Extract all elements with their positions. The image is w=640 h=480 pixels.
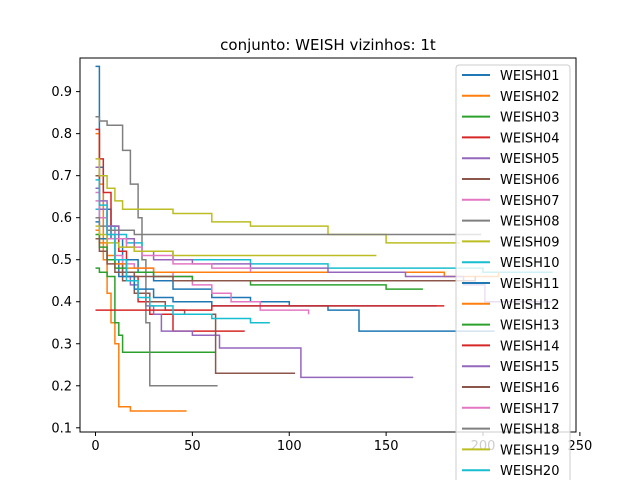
legend-label: WEISH14 xyxy=(500,339,559,354)
series-line-weish20 xyxy=(95,179,270,324)
series-line-weish19 xyxy=(95,225,377,257)
y-tick-label: 0.4 xyxy=(51,295,72,310)
legend-label: WEISH09 xyxy=(500,235,559,250)
legend-label: WEISH18 xyxy=(500,423,559,438)
legend-label: WEISH07 xyxy=(500,194,559,209)
legend-label: WEISH08 xyxy=(500,215,559,230)
y-tick-label: 0.7 xyxy=(51,169,72,184)
legend-label: WEISH03 xyxy=(500,111,559,126)
legend-label: WEISH02 xyxy=(500,90,559,105)
y-tick-label: 0.2 xyxy=(51,379,72,394)
y-tick-label: 0.8 xyxy=(51,127,72,142)
legend: WEISH01 WEISH02 WEISH03 WEISH04 WEISH05 WEISH… xyxy=(455,64,571,480)
legend-box xyxy=(455,64,571,480)
x-tick-label: 150 xyxy=(374,439,399,454)
legend-label: WEISH13 xyxy=(500,319,559,334)
legend-label: WEISH16 xyxy=(500,381,559,396)
legend-label: WEISH20 xyxy=(500,464,559,479)
x-tick-label: 50 xyxy=(184,439,201,454)
chart-title: conjunto: WEISH vizinhos: 1t xyxy=(220,36,436,54)
series-line-weish13 xyxy=(95,233,423,290)
series-line-weish09 xyxy=(95,158,460,244)
y-tick-label: 0.9 xyxy=(51,85,72,100)
axes-frame xyxy=(79,57,577,433)
legend-label: WEISH04 xyxy=(500,131,559,146)
legend-label: WEISH06 xyxy=(500,173,559,188)
x-tick-label: 250 xyxy=(567,439,592,454)
legend-label: WEISH05 xyxy=(500,152,559,167)
y-tick-label: 0.1 xyxy=(51,421,72,436)
y-tick-label: 0.6 xyxy=(51,211,72,226)
y-tick-label: 0.5 xyxy=(51,253,72,268)
legend-label: WEISH15 xyxy=(500,360,559,375)
y-axis: 0.1 0.2 0.3 0.4 0.5 0.6 0.7 0.8 0.9 xyxy=(51,85,80,436)
series-line-weish16 xyxy=(95,237,477,282)
legend-label: WEISH12 xyxy=(500,298,559,313)
legend-label: WEISH01 xyxy=(500,69,559,84)
legend-label: WEISH19 xyxy=(500,443,559,458)
legend-label: WEISH10 xyxy=(500,256,559,271)
y-tick-label: 0.3 xyxy=(51,337,72,352)
x-tick-label: 0 xyxy=(91,439,99,454)
legend-label: WEISH17 xyxy=(500,402,559,417)
series-line-weish08 xyxy=(95,116,218,387)
legend-label: WEISH11 xyxy=(500,277,559,292)
series-lines xyxy=(95,65,553,412)
series-line-weish03 xyxy=(95,267,216,353)
x-tick-label: 100 xyxy=(277,439,302,454)
series-line-weish14 xyxy=(95,305,445,311)
